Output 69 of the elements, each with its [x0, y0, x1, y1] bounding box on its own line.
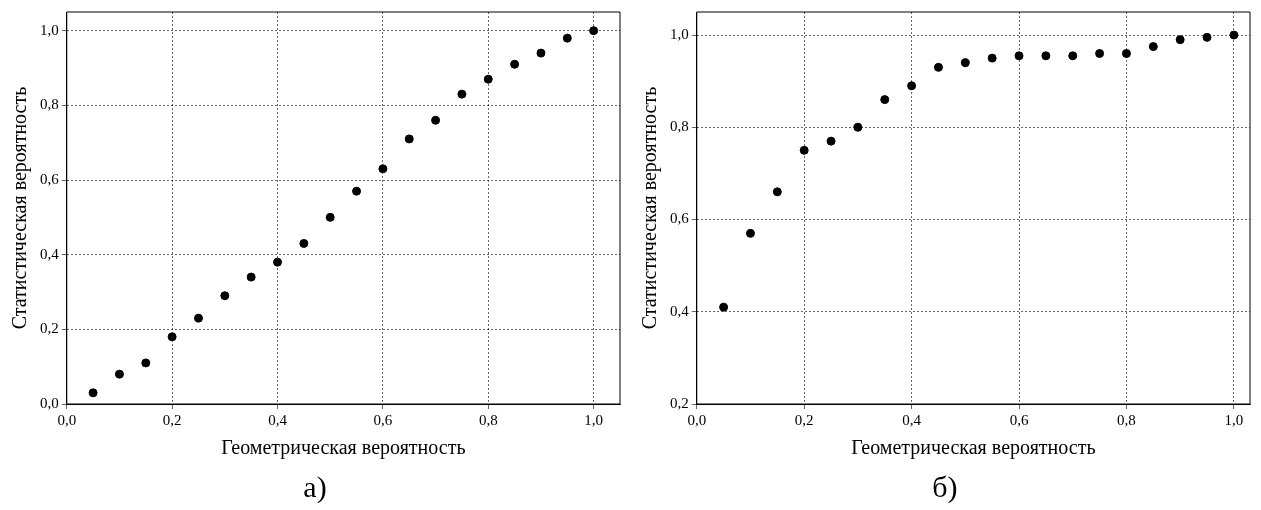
y-tick-label: 0,2 — [670, 394, 689, 411]
point — [193, 313, 203, 323]
y-tick-label: 0,8 — [40, 96, 59, 113]
x-axis-title: Геометрическая вероятность — [851, 436, 1096, 460]
point — [273, 257, 283, 267]
point — [167, 332, 177, 342]
y-tick-label: 0,8 — [670, 118, 689, 135]
y-axis-title: Статистическая вероятность — [638, 86, 662, 330]
y-tick-label: 0,6 — [670, 210, 690, 227]
point — [220, 291, 230, 301]
x-tick-label: 0,6 — [373, 411, 393, 428]
point — [1068, 51, 1078, 61]
point — [1148, 42, 1158, 52]
point — [719, 302, 729, 312]
point — [457, 89, 467, 99]
point — [799, 145, 809, 155]
point — [325, 212, 335, 222]
y-tick-label: 0,6 — [40, 170, 60, 187]
point — [88, 388, 98, 398]
point — [987, 53, 997, 63]
point — [352, 186, 362, 196]
point — [1175, 35, 1185, 45]
x-tick-label: 0,6 — [1009, 411, 1029, 428]
point — [510, 59, 520, 69]
point — [404, 134, 414, 144]
y-tick-label: 0,0 — [40, 394, 59, 411]
point — [1202, 32, 1212, 42]
x-tick-label: 0,2 — [794, 411, 814, 428]
y-axis-title: Статистическая вероятность — [8, 86, 32, 330]
x-tick-label: 0,4 — [902, 411, 922, 428]
point — [378, 164, 388, 174]
x-tick-label: 0,2 — [162, 411, 182, 428]
point — [562, 33, 572, 43]
point — [1095, 49, 1105, 59]
y-tick-label: 1,0 — [40, 21, 59, 38]
point — [880, 95, 890, 105]
point — [431, 115, 441, 125]
text: б) — [931, 470, 959, 504]
x-tick-label: 0,0 — [57, 411, 77, 428]
x-tick-label: 1,0 — [1224, 411, 1244, 428]
x-tick-label: 0,8 — [1117, 411, 1136, 428]
point — [246, 272, 256, 282]
y-tick-label: 0,2 — [40, 320, 59, 337]
x-tick-label: 0,4 — [268, 411, 288, 428]
x-axis-title: Геометрическая вероятность — [221, 436, 466, 460]
point — [745, 228, 755, 238]
y-tick-label: 1,0 — [670, 26, 689, 42]
point — [826, 136, 836, 146]
x-tick-label: 1,0 — [584, 411, 604, 428]
point — [141, 358, 151, 368]
x-tick-label: 0,0 — [687, 411, 707, 428]
text: а) — [302, 470, 328, 504]
point — [1041, 51, 1051, 61]
point — [960, 58, 970, 68]
point — [853, 122, 863, 132]
point — [1121, 49, 1131, 59]
point — [907, 81, 917, 91]
point — [536, 48, 546, 58]
point — [772, 187, 782, 197]
y-tick-label: 0,4 — [670, 302, 690, 319]
y-tick-label: 0,4 — [40, 245, 60, 262]
point — [299, 238, 309, 248]
point — [1229, 30, 1239, 40]
point — [589, 26, 599, 36]
point — [114, 369, 124, 379]
point — [483, 74, 493, 84]
point — [933, 62, 943, 72]
point — [1014, 51, 1024, 61]
x-tick-label: 0,8 — [478, 411, 498, 428]
